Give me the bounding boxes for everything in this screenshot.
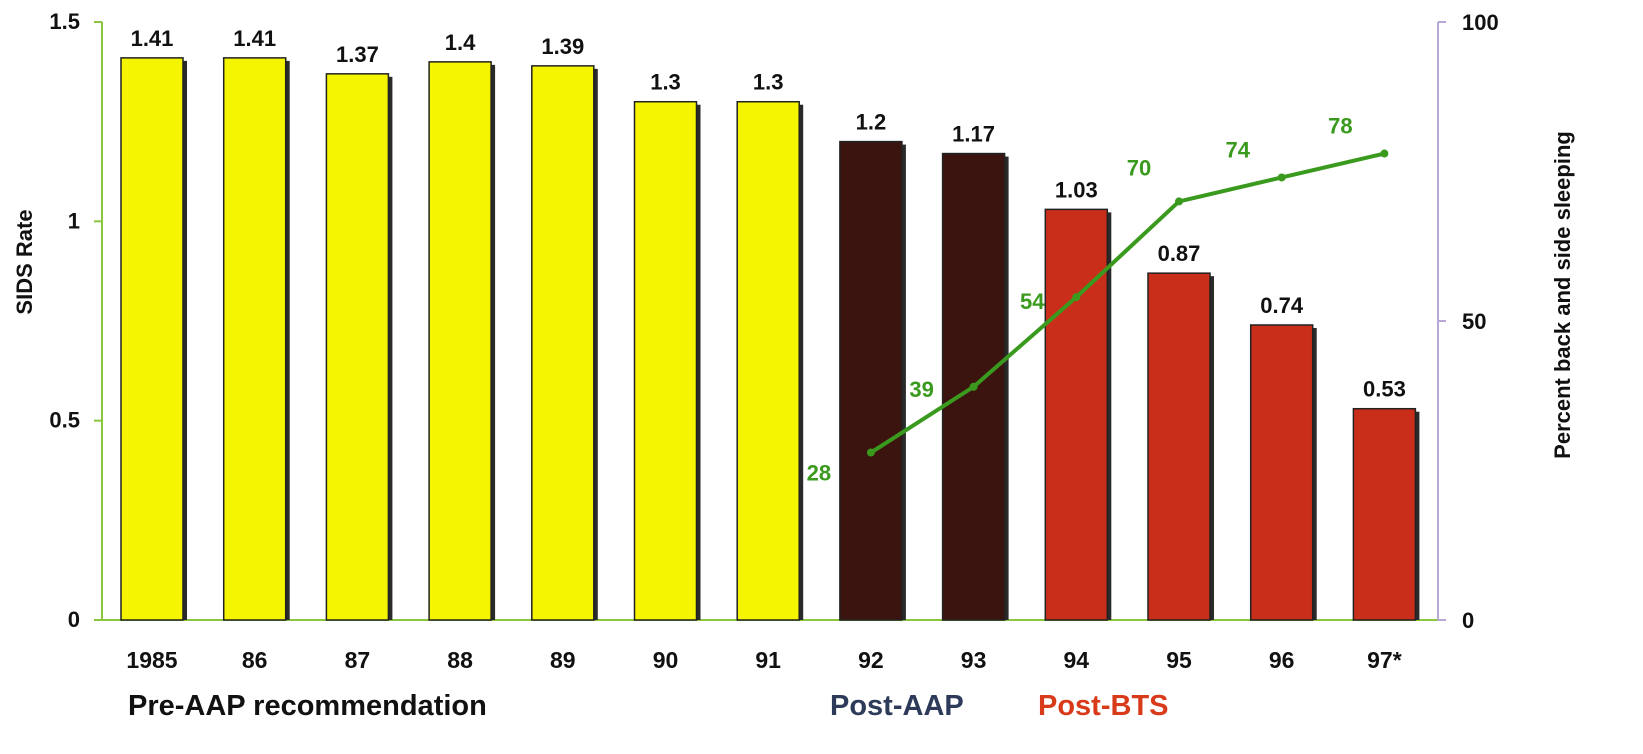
group-label-post-bts: Post-BTS <box>1038 690 1169 722</box>
trend-line-point <box>1072 293 1081 302</box>
group-label-pre-aap: Pre-AAP recommendation <box>128 690 487 722</box>
x-tick-label: 88 <box>447 647 473 673</box>
bar-value-label: 1.37 <box>336 42 379 67</box>
y2-tick-label: 50 <box>1462 309 1486 334</box>
line-value-label: 70 <box>1127 155 1151 180</box>
bar <box>633 100 698 621</box>
trend-line <box>866 149 1389 457</box>
x-tick-label: 91 <box>755 647 781 673</box>
y2-tick-label: 100 <box>1462 10 1499 35</box>
x-tick-label: 1985 <box>126 647 177 673</box>
y-tick-label: 1.5 <box>49 9 80 34</box>
bar <box>1044 208 1109 621</box>
x-tick-label: 93 <box>961 647 987 673</box>
bar <box>839 140 903 621</box>
y-tick-label: 1 <box>68 208 80 233</box>
x-tick-label: 97* <box>1367 647 1402 673</box>
bar <box>120 57 184 621</box>
labels: 1.41 1985 1.41 86 1.37 87 1.4 88 1.39 89 1.3 90 1.3 9… <box>126 26 1405 673</box>
y2-tick-label: 0 <box>1462 608 1474 633</box>
line-value-label: 74 <box>1225 137 1250 162</box>
x-tick-label: 94 <box>1064 647 1090 673</box>
bar-value-label: 1.39 <box>541 34 584 59</box>
bar <box>531 65 595 621</box>
bar-value-label: 1.03 <box>1055 177 1098 202</box>
bar-value-label: 1.41 <box>131 26 174 51</box>
bar <box>222 57 287 621</box>
x-tick-label: 96 <box>1269 647 1295 673</box>
bar <box>1147 272 1211 621</box>
trend-line-point <box>866 448 875 457</box>
bar <box>428 61 492 621</box>
bar-value-label: 0.74 <box>1260 293 1304 318</box>
bar-value-label: 1.2 <box>856 110 887 135</box>
bar-value-label: 1.4 <box>445 30 476 55</box>
bar <box>1352 407 1417 621</box>
x-tick-label: 92 <box>858 647 884 673</box>
y-axis-label: SIDS Rate <box>12 209 37 314</box>
axes: 0 0.5 1 1.5 0 50 100 <box>49 9 1498 633</box>
trend-line-point <box>1175 197 1183 206</box>
x-tick-label: 89 <box>550 647 576 673</box>
bar-value-label: 1.41 <box>233 26 276 51</box>
y2-axis-label: Percent back and side sleeping <box>1550 131 1575 459</box>
line-value-label: 78 <box>1328 114 1352 139</box>
x-tick-label: 90 <box>653 647 679 673</box>
x-tick-label: 86 <box>242 647 268 673</box>
line-value-label: 28 <box>807 461 831 486</box>
bar <box>1249 324 1314 621</box>
x-tick-label: 95 <box>1166 647 1192 673</box>
trend-line-point <box>1277 173 1286 182</box>
bar <box>736 100 800 621</box>
bar-value-label: 0.53 <box>1363 377 1406 402</box>
trend-line-point <box>969 382 978 391</box>
bar-value-label: 1.17 <box>952 122 995 147</box>
x-tick-label: 87 <box>345 647 371 673</box>
bar-value-label: 0.87 <box>1158 241 1201 266</box>
y-tick-label: 0 <box>68 607 80 632</box>
bars <box>120 57 1420 621</box>
bar-value-label: 1.3 <box>650 70 681 95</box>
bar-value-label: 1.3 <box>753 70 784 95</box>
group-label-post-aap: Post-AAP <box>830 690 964 722</box>
line-value-label: 39 <box>909 377 933 402</box>
bar <box>325 73 390 621</box>
line-value-label: 54 <box>1020 289 1045 314</box>
y-tick-label: 0.5 <box>49 408 80 433</box>
trend-line-path <box>869 151 1385 455</box>
trend-line-point <box>1380 149 1389 158</box>
